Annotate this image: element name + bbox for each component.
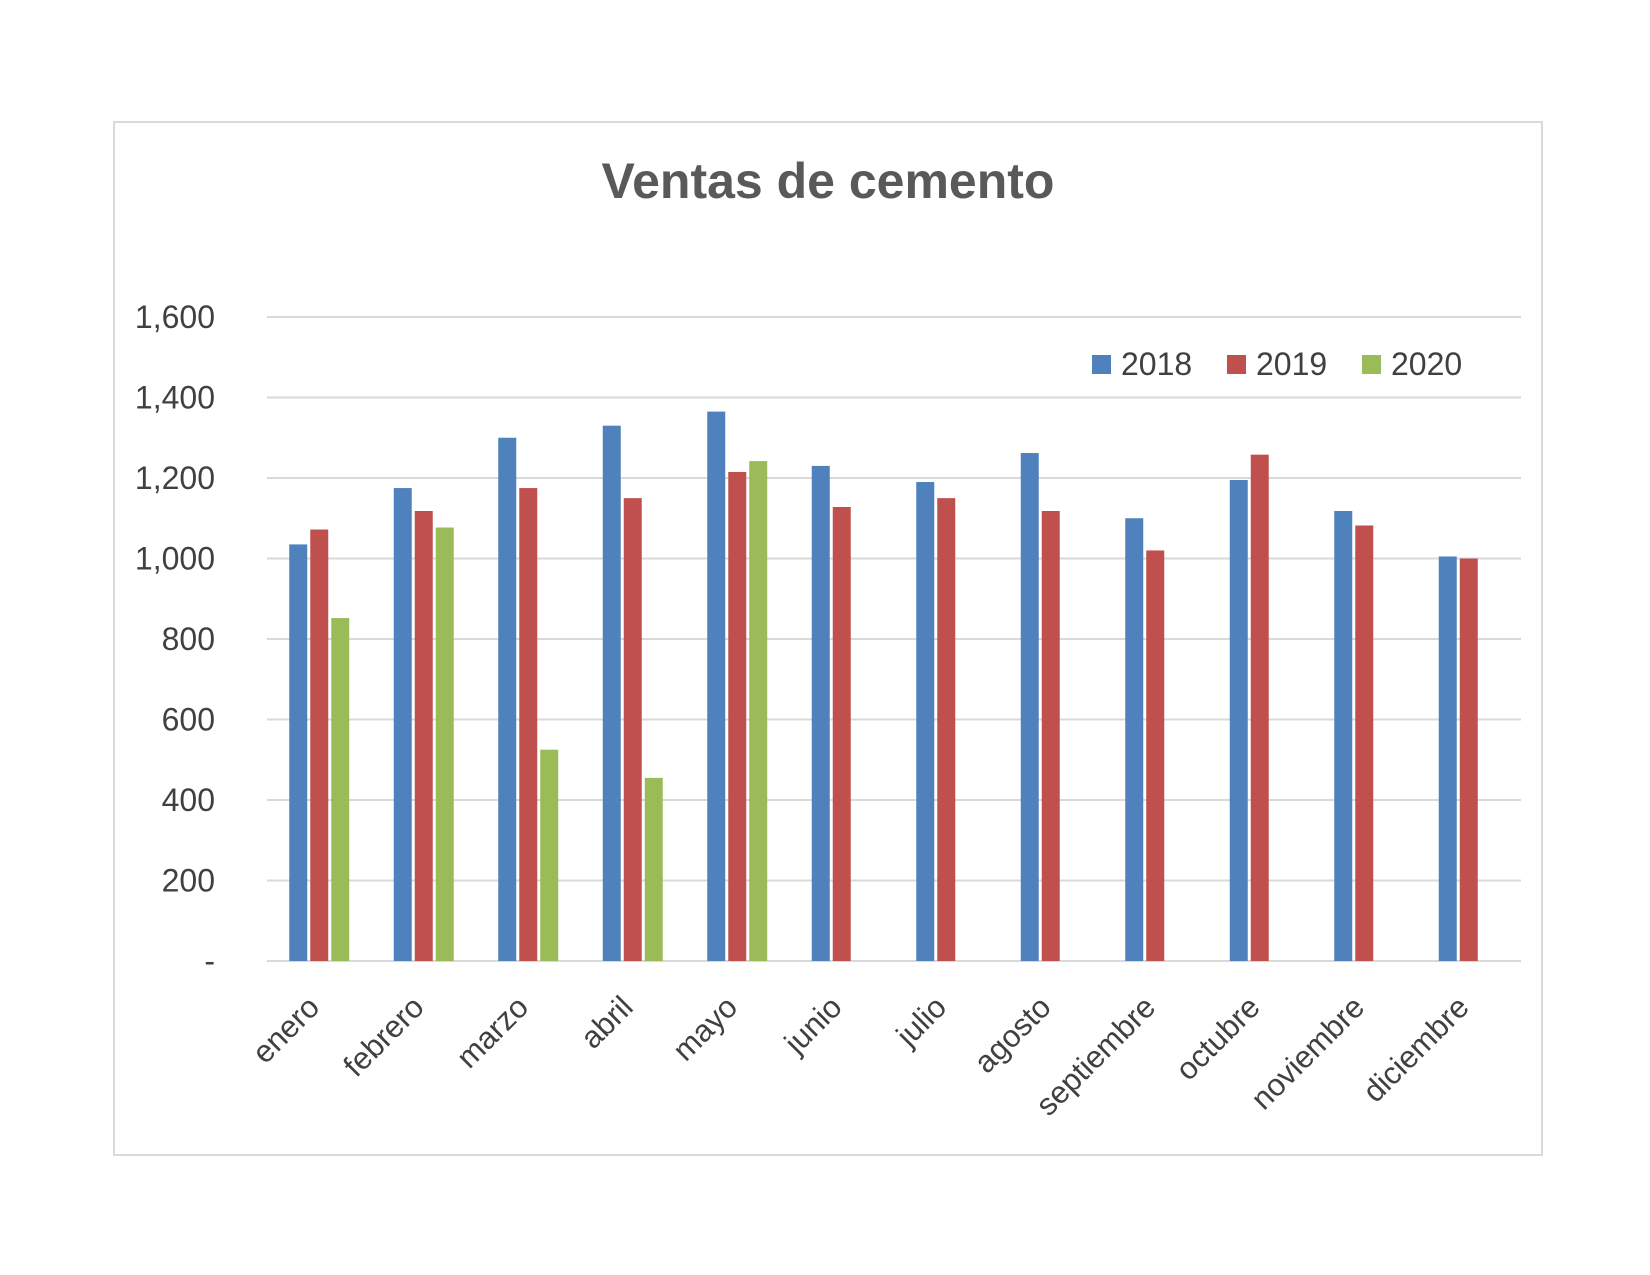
- bar-2019-febrero: [414, 511, 433, 961]
- bar-2018-octubre: [1229, 480, 1248, 961]
- bar-2018-noviembre: [1334, 511, 1353, 961]
- x-category-label: enero: [245, 989, 326, 1070]
- bar-2019-enero: [310, 529, 329, 961]
- bar-2019-noviembre: [1355, 525, 1374, 961]
- bar-2020-marzo: [540, 749, 559, 961]
- y-axis-ticks: - 200 400 600 800 1,000 1,200 1,400 1,600: [135, 299, 215, 979]
- bar-2018-junio: [811, 465, 830, 961]
- y-tick-label: 1,600: [135, 299, 215, 335]
- y-tick-label: 600: [162, 702, 215, 738]
- bar-2018-febrero: [393, 488, 412, 961]
- legend: 2018 2019 2020: [1092, 346, 1462, 382]
- legend-label: 2018: [1121, 346, 1192, 382]
- bar-2018-marzo: [498, 437, 517, 961]
- y-tick-label: 400: [162, 782, 215, 818]
- bar-2018-septiembre: [1125, 518, 1144, 961]
- bar-2018-abril: [602, 425, 621, 961]
- x-category-label: marzo: [450, 989, 536, 1075]
- bar-2019-mayo: [728, 471, 747, 961]
- x-category-label: diciembre: [1356, 989, 1476, 1109]
- y-tick-label: 1,400: [135, 380, 215, 416]
- bar-2019-diciembre: [1459, 558, 1478, 961]
- bar-2019-abril: [623, 498, 642, 961]
- legend-swatch-2018: [1092, 355, 1111, 374]
- x-category-label: mayo: [666, 989, 744, 1067]
- x-category-label: agosto: [967, 989, 1058, 1080]
- bar-2019-agosto: [1041, 511, 1060, 961]
- y-tick-label: 200: [162, 863, 215, 899]
- y-tick-label: 800: [162, 621, 215, 657]
- x-category-label: noviembre: [1244, 989, 1371, 1116]
- y-tick-label: -: [204, 943, 215, 979]
- bar-2019-junio: [832, 506, 851, 961]
- y-tick-label: 1,200: [135, 460, 215, 496]
- x-axis-categories: enero febrero marzo abril mayo junio julio agos…: [245, 989, 1475, 1122]
- bar-2019-octubre: [1250, 454, 1269, 961]
- bar-2018-agosto: [1020, 453, 1039, 961]
- bar-2018-mayo: [707, 411, 726, 961]
- y-tick-label: 1,000: [135, 541, 215, 577]
- bar-2018-julio: [916, 482, 935, 961]
- bar-2018-diciembre: [1438, 556, 1457, 961]
- x-category-label: julio: [889, 989, 953, 1053]
- bar-2020-febrero: [435, 527, 454, 961]
- bar-2020-abril: [644, 777, 663, 961]
- legend-label: 2019: [1256, 346, 1327, 382]
- bar-2018-enero: [289, 544, 308, 961]
- chart-title: Ventas de cemento: [602, 153, 1055, 209]
- chart-svg: Ventas de cemento - 200 400 600 800 1,000 1,20…: [135, 153, 1521, 1122]
- grid-layer: [267, 316, 1521, 962]
- bar-2019-septiembre: [1146, 550, 1165, 961]
- bars-layer: [289, 411, 1478, 961]
- bar-2019-marzo: [519, 488, 538, 961]
- x-category-label: abril: [574, 989, 640, 1055]
- legend-swatch-2019: [1227, 355, 1246, 374]
- chart-frame: Ventas de cemento - 200 400 600 800 1,000 1,20…: [113, 121, 1543, 1156]
- bar-2019-julio: [937, 498, 956, 961]
- x-category-label: junio: [777, 989, 849, 1061]
- bar-2020-mayo: [749, 461, 768, 961]
- x-category-label: febrero: [336, 989, 430, 1083]
- legend-label: 2020: [1391, 346, 1462, 382]
- bar-2020-enero: [331, 618, 350, 961]
- legend-swatch-2020: [1362, 355, 1381, 374]
- x-category-label: octubre: [1169, 989, 1267, 1087]
